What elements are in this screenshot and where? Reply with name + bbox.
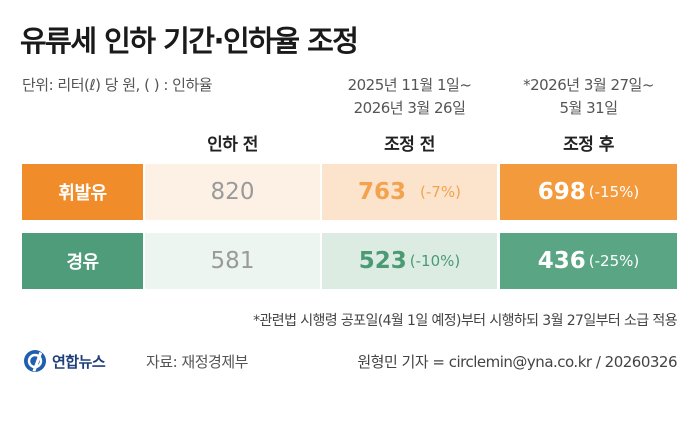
- period-current-line-2: 2026년 3월 26일: [353, 99, 466, 117]
- period-current-line-1: 2025년 11월 1일~: [347, 76, 472, 94]
- cell-gasoline-current: 763 (-7%): [322, 164, 497, 220]
- value-gasoline-current: 763: [358, 179, 407, 205]
- page-title: 유류세 인하 기간·인하율 조정: [20, 24, 359, 58]
- footnote: *관련법 시행령 공포일(4월 1일 예정)부터 시행하되 3월 27일부터 소…: [253, 313, 677, 329]
- source-note: 자료: 재정경제부: [146, 353, 248, 371]
- yonhap-logo-icon: [24, 350, 46, 372]
- column-header-after: 조정 후: [563, 135, 614, 155]
- period-new-line-2: 5월 31일: [559, 99, 619, 117]
- pct-diesel-after: (-25%): [588, 252, 640, 270]
- pct-gasoline-current: (-7%): [420, 183, 461, 201]
- value-gasoline-before: 820: [210, 179, 255, 205]
- value-diesel-current: 523: [358, 248, 407, 274]
- row-label-diesel: 경유: [22, 233, 143, 289]
- column-header-current: 조정 전: [384, 135, 435, 155]
- credit-line: 원형민 기자 = circlemin@yna.co.kr / 20260326: [357, 353, 677, 371]
- value-gasoline-after: 698: [537, 179, 586, 205]
- period-current: 2025년 11월 1일~ 2026년 3월 26일: [322, 74, 497, 120]
- logo-text: 연합뉴스: [52, 352, 106, 371]
- table-row-gasoline: 휘발유 820 763 (-7%) 698 (-15%): [22, 164, 677, 220]
- pct-diesel-current: (-10%): [409, 252, 461, 270]
- row-label-diesel-text: 경유: [66, 252, 99, 273]
- table-row-diesel: 경유 581 523 (-10%) 436 (-25%): [22, 233, 677, 289]
- row-label-gasoline-text: 휘발유: [58, 183, 107, 204]
- row-label-gasoline: 휘발유: [22, 164, 143, 220]
- period-new-line-1: *2026년 3월 27일~: [523, 76, 654, 94]
- pct-gasoline-after: (-15%): [588, 183, 640, 201]
- cell-gasoline-before: 820: [145, 164, 320, 220]
- period-new: *2026년 3월 27일~ 5월 31일: [500, 74, 677, 120]
- value-diesel-after: 436: [537, 248, 586, 274]
- logo: 연합뉴스: [22, 348, 106, 374]
- value-diesel-before: 581: [210, 248, 255, 274]
- unit-note: 단위: 리터(ℓ) 당 원, ( ) : 인하율: [22, 76, 213, 94]
- cell-diesel-after: 436 (-25%): [500, 233, 677, 289]
- cell-gasoline-after: 698 (-15%): [500, 164, 677, 220]
- cell-diesel-current: 523 (-10%): [322, 233, 497, 289]
- cell-diesel-before: 581: [145, 233, 320, 289]
- column-header-before: 인하 전: [207, 135, 258, 155]
